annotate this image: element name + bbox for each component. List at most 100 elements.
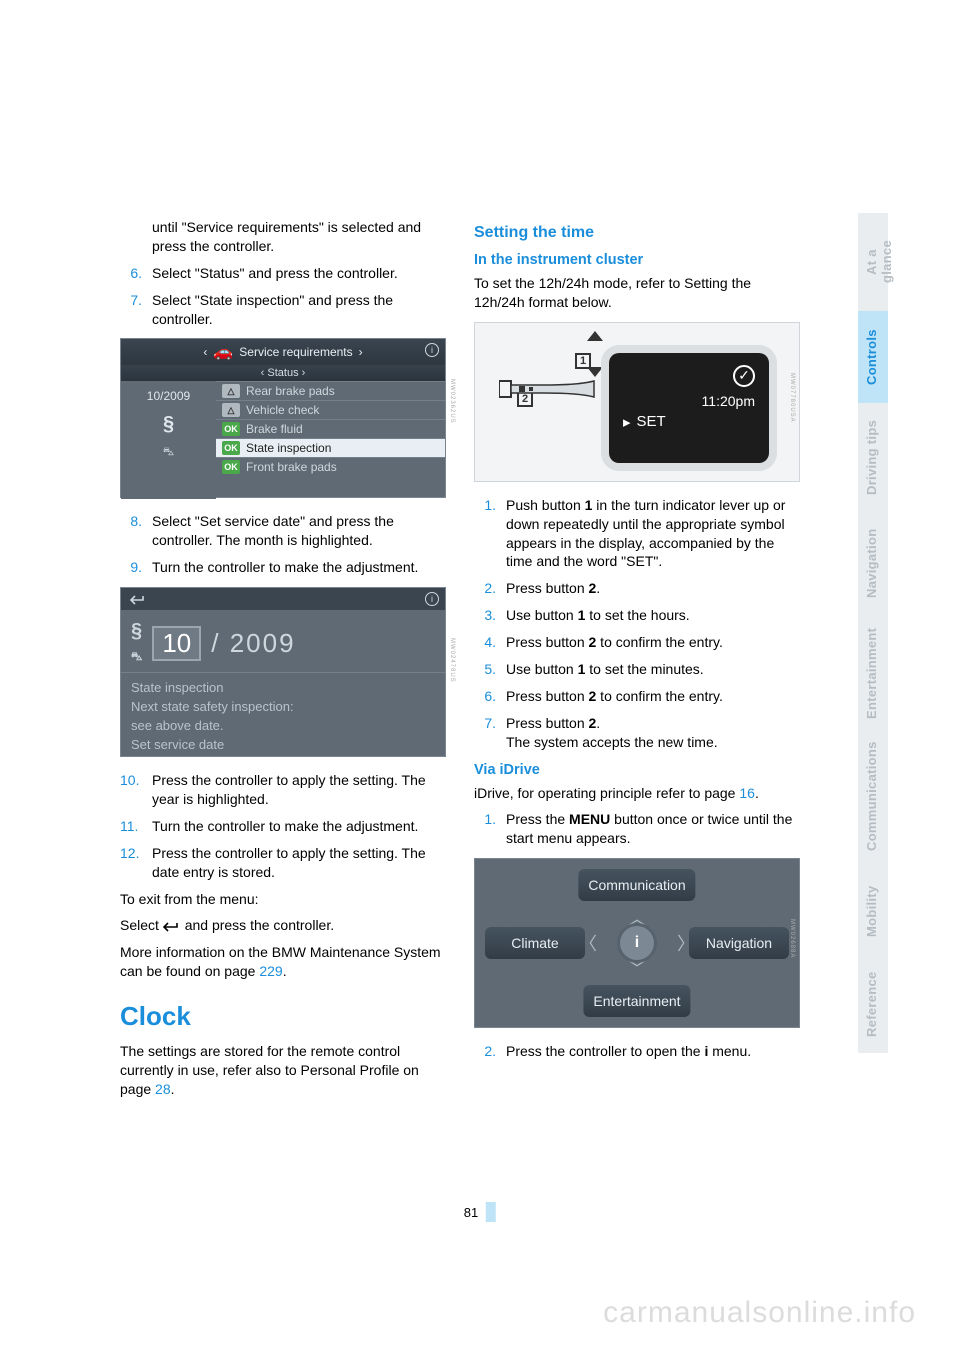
year-label: / 2009 — [211, 628, 295, 659]
side-tab-driving-tips[interactable]: Driving tips — [858, 403, 888, 511]
warning-badge-icon: △ — [222, 403, 240, 417]
service-row: OKState inspection — [216, 438, 445, 457]
more-c: . — [283, 963, 287, 979]
service-row: △Rear brake pads — [216, 381, 445, 400]
chevron-right-icon: 〉 — [677, 930, 695, 956]
side-tab-navigation[interactable]: Navigation — [858, 511, 888, 615]
idrive-intro: iDrive, for operating principle refer to… — [474, 784, 800, 803]
clock-intro: The settings are stored for the remote c… — [120, 1042, 446, 1099]
info-icon: i — [425, 592, 439, 606]
step-9-text: Turn the controller to make the adjustme… — [152, 558, 418, 577]
ok-badge-icon: OK — [222, 422, 240, 436]
step-c6: Press button 2 to confirm the entry. — [506, 687, 723, 706]
arrow-up-icon — [587, 331, 603, 341]
side-tab-reference[interactable]: Reference — [858, 955, 888, 1053]
menu-communication: Communication — [578, 869, 695, 901]
service-row-label: Brake fluid — [246, 422, 303, 436]
section-heading-clock: Clock — [120, 1001, 446, 1032]
paragraph-icon: §⛍ — [131, 620, 142, 666]
exit-label: To exit from the menu: — [120, 890, 446, 909]
display-panel: ✓ 11:20pm ▸SET — [609, 353, 769, 463]
step-c3: Use button 1 to set the hours. — [506, 606, 690, 625]
side-tab-mobility[interactable]: Mobility — [858, 867, 888, 955]
page-content: until "Service requirements" is selected… — [120, 218, 800, 1107]
step-c5: Use button 1 to set the minutes. — [506, 660, 704, 679]
figure-credit: MW02362US — [449, 379, 455, 424]
fig2-line: see above date. — [131, 717, 435, 736]
lever-icon — [499, 375, 599, 403]
menu-navigation: Navigation — [689, 927, 789, 959]
car-glyph-icon: ⛍ — [163, 446, 174, 460]
page-link-16[interactable]: 16 — [739, 785, 755, 801]
page-number-value: 81 — [464, 1205, 478, 1220]
side-tab-communications[interactable]: Communications — [858, 735, 888, 867]
chevron-left-icon: ‹ — [261, 367, 265, 379]
idrive-c: . — [755, 785, 759, 801]
figure-service-requirements: i ‹ 🚗 Service requirements › ‹ Status › … — [120, 338, 446, 498]
step-continuation: until "Service requirements" is selected… — [152, 218, 446, 256]
step-number-3: 3. — [474, 606, 496, 625]
side-tab-controls[interactable]: Controls — [858, 311, 888, 403]
fig2-line: Next state safety inspection: — [131, 698, 435, 717]
service-row-label: Vehicle check — [246, 403, 319, 417]
back-arrow-icon — [129, 594, 147, 604]
side-tab-at-a-glance[interactable]: At a glance — [858, 213, 888, 311]
step-number-i1: 1. — [474, 810, 496, 848]
list-spacer — [120, 218, 142, 256]
fig1-rows: △Rear brake pads △ Vehicle check OK Brake fl… — [216, 381, 445, 499]
clock-icon: ✓ — [733, 365, 755, 387]
exit-text-a: Select — [120, 917, 159, 933]
step-number-7: 7. — [474, 714, 496, 752]
play-icon: ▸ — [623, 413, 631, 431]
step-number-6: 6. — [120, 264, 142, 283]
step-10-text: Press the controller to apply the settin… — [152, 771, 446, 809]
subheading-setting-time: Setting the time — [474, 224, 800, 242]
step-number-4: 4. — [474, 633, 496, 652]
idrive-step-1: Press the MENU button once or twice unti… — [506, 810, 800, 848]
chevron-left-icon: ‹ — [203, 345, 207, 359]
cluster-intro: To set the 12h/24h mode, refer to Settin… — [474, 274, 800, 312]
time-display: 11:20pm — [623, 393, 755, 409]
left-column: until "Service requirements" is selected… — [120, 218, 446, 1107]
car-icon: 🚗 — [213, 342, 233, 362]
step-number-1: 1. — [474, 496, 496, 572]
chevron-right-icon: › — [359, 345, 363, 359]
subsub-via-idrive: Via iDrive — [474, 762, 800, 778]
idrive-step-2: Press the controller to open the i menu. — [506, 1042, 751, 1061]
service-row-label: Rear brake pads — [246, 384, 335, 398]
figure-credit: MW07780USA — [789, 373, 795, 423]
fig2-lines: State inspectionNext state safety inspec… — [121, 673, 445, 760]
watermark: carmanualsonline.info — [603, 1296, 916, 1330]
page-link-28[interactable]: 28 — [155, 1081, 171, 1097]
step-12-text: Press the controller to apply the settin… — [152, 844, 446, 882]
step-number-10: 10. — [120, 771, 142, 809]
step-number-11: 11. — [120, 817, 142, 836]
fig2-line: State inspection — [131, 679, 435, 698]
service-row: OKFront brake pads — [216, 457, 445, 476]
service-row: △ Vehicle check — [216, 400, 445, 419]
page-link-229[interactable]: 229 — [259, 963, 282, 979]
fig1-title: Service requirements — [239, 345, 352, 359]
more-info-text: More information on the BMW Maintenance … — [120, 943, 446, 981]
step-number-2: 2. — [474, 579, 496, 598]
figure-set-date: i §⛍ 10 / 2009 State inspectionNext stat… — [120, 587, 446, 757]
step-number-6: 6. — [474, 687, 496, 706]
right-column: Setting the time In the instrument clust… — [474, 218, 800, 1107]
step-c1: Push button 1 in the turn indicator leve… — [506, 496, 800, 572]
step-7-text: Select "State inspection" and press the … — [152, 291, 446, 329]
callout-1: 1 — [575, 353, 591, 369]
menu-entertainment: Entertainment — [583, 985, 690, 1017]
figure-idrive-menu: Communication Entertainment Climate Navi… — [474, 858, 800, 1028]
idrive-a: iDrive, for operating principle refer to… — [474, 785, 735, 801]
subsub-instrument-cluster: In the instrument cluster — [474, 252, 800, 268]
step-number-8: 8. — [120, 512, 142, 550]
side-tab-entertainment[interactable]: Entertainment — [858, 615, 888, 735]
figure-credit: MW02478US — [449, 638, 455, 683]
chevron-right-icon: › — [302, 367, 306, 379]
menu-center-i: i — [620, 926, 654, 960]
step-c2: Press button 2. — [506, 579, 600, 598]
step-8-text: Select "Set service date" and press the … — [152, 512, 446, 550]
step-number-9: 9. — [120, 558, 142, 577]
page-number: 81 — [464, 1202, 496, 1222]
ok-badge-icon: OK — [222, 441, 240, 455]
